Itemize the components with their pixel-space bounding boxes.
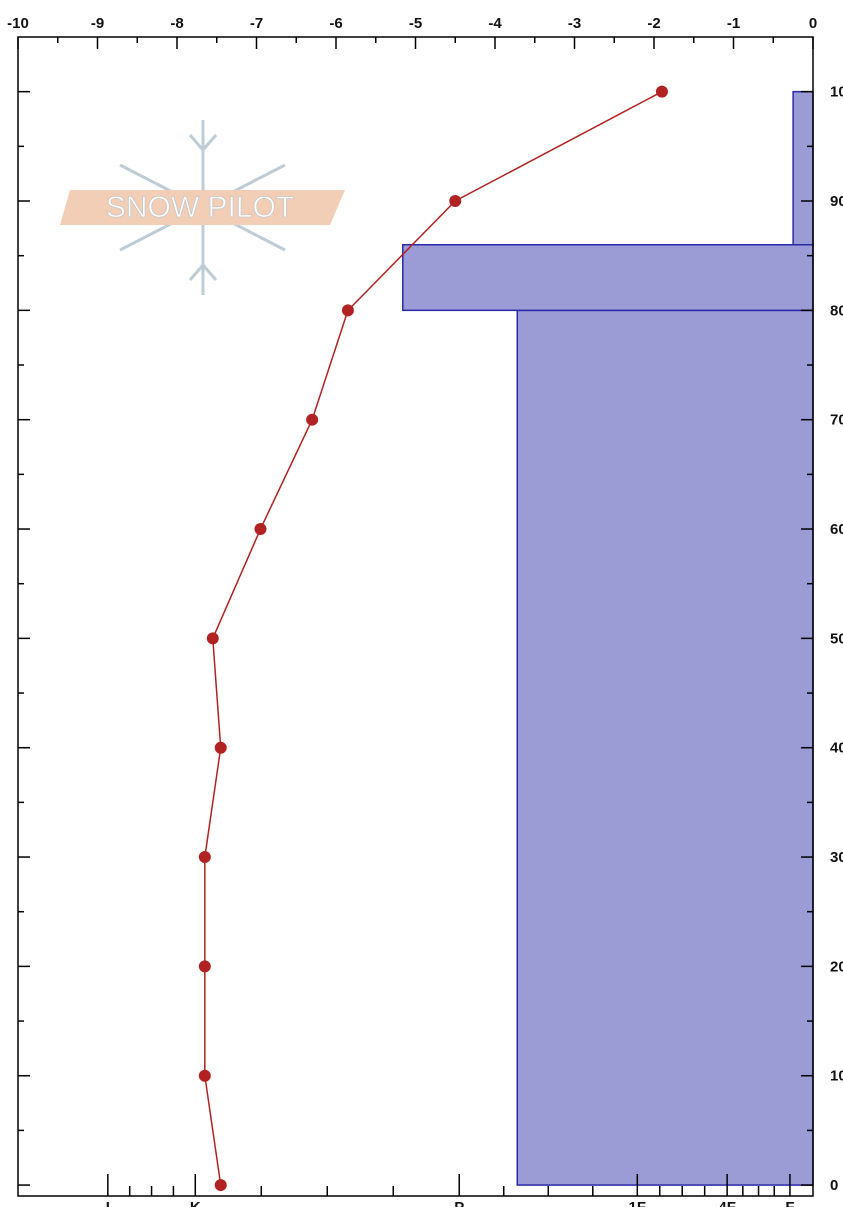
y-tick-label: 20 bbox=[830, 958, 843, 975]
hardness-label: K bbox=[190, 1199, 201, 1207]
hardness-label: 1F bbox=[629, 1199, 647, 1207]
x-tick-label: -1 bbox=[727, 15, 740, 32]
hardness-label: 4F bbox=[718, 1199, 736, 1207]
x-tick-label: -4 bbox=[488, 15, 502, 32]
logo: SNOW PILOT bbox=[60, 120, 345, 295]
y-tick-label: 60 bbox=[830, 521, 843, 538]
y-tick-label: 90 bbox=[830, 193, 843, 210]
y-tick-label: 10 bbox=[830, 1068, 843, 1085]
logo-text: SNOW PILOT bbox=[106, 191, 294, 224]
temperature-point bbox=[198, 851, 211, 864]
temperature-point bbox=[341, 304, 354, 317]
x-tick-label: -3 bbox=[568, 15, 581, 32]
x-tick-label: -9 bbox=[91, 15, 104, 32]
y-tick-label: 30 bbox=[830, 849, 843, 866]
hardness-label: F bbox=[785, 1199, 794, 1207]
x-tick-label: -10 bbox=[7, 15, 29, 32]
temperature-point bbox=[206, 632, 219, 645]
y-tick-label: 50 bbox=[830, 630, 843, 647]
temperature-point bbox=[198, 1069, 211, 1082]
temperature-point bbox=[214, 741, 227, 754]
x-tick-label: -5 bbox=[409, 15, 422, 32]
y-tick-label: 40 bbox=[830, 740, 843, 757]
x-tick-label: -8 bbox=[170, 15, 183, 32]
temperature-point bbox=[306, 413, 319, 426]
logo-band bbox=[60, 190, 345, 225]
temperature-point bbox=[214, 1179, 227, 1192]
x-tick-label: -7 bbox=[250, 15, 263, 32]
y-tick-label: 70 bbox=[830, 412, 843, 429]
layer-bar bbox=[516, 309, 814, 1186]
y-tick-label: 0 bbox=[830, 1177, 838, 1194]
hardness-label: P bbox=[454, 1199, 464, 1207]
temperature-point bbox=[449, 195, 462, 208]
x-tick-label: 0 bbox=[809, 15, 817, 32]
x-tick-label: -6 bbox=[329, 15, 342, 32]
temperature-point bbox=[254, 523, 267, 536]
layer-bar bbox=[402, 243, 814, 312]
y-tick-label: 80 bbox=[830, 302, 843, 319]
layer-bar bbox=[792, 90, 814, 246]
hardness-label: I bbox=[106, 1199, 110, 1207]
x-tick-label: -2 bbox=[647, 15, 660, 32]
temperature-point bbox=[655, 85, 668, 98]
y-tick-label: 100 bbox=[830, 84, 843, 101]
temperature-point bbox=[198, 960, 211, 973]
